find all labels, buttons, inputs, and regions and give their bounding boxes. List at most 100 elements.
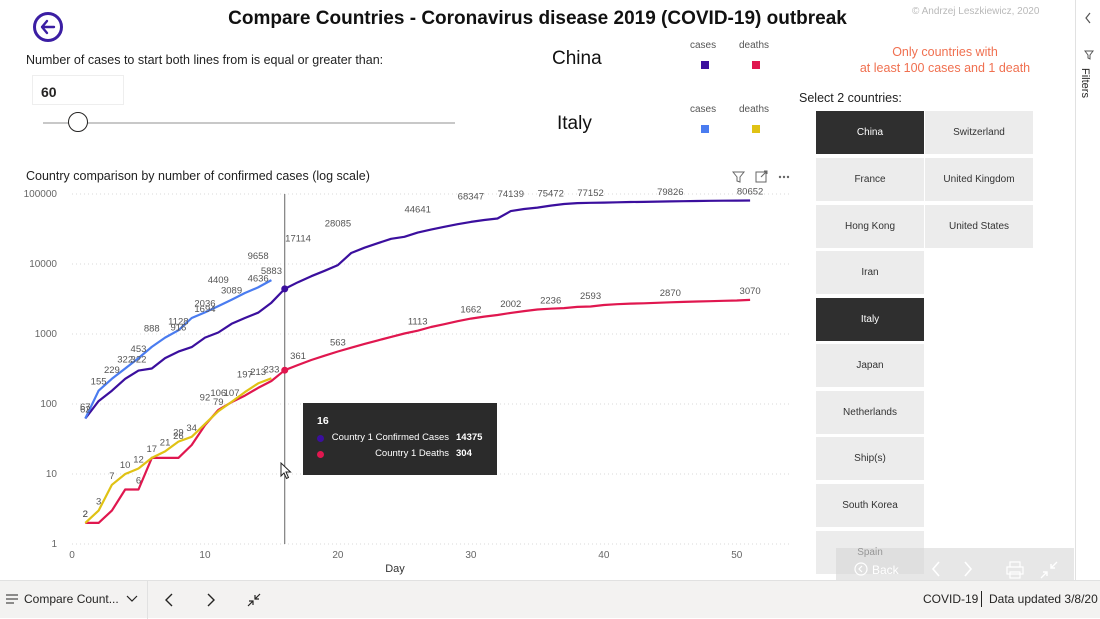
- data-label: 1694: [194, 304, 215, 315]
- x-tick-label: 30: [465, 550, 477, 561]
- data-label: 17: [146, 444, 157, 455]
- country1-deaths-swatch: [752, 61, 760, 69]
- tooltip-row2-value: 304: [456, 448, 472, 459]
- country1-cases-label: cases: [690, 40, 717, 51]
- arrow-left-icon: [40, 19, 56, 35]
- slicer-item-hong-kong[interactable]: Hong Kong: [816, 205, 924, 248]
- data-label: 107: [224, 388, 240, 399]
- back-label[interactable]: Back: [872, 563, 899, 577]
- series-line-0[interactable]: [84, 199, 751, 420]
- data-label: 2036: [194, 298, 215, 309]
- more-options-icon[interactable]: [778, 175, 790, 179]
- data-label: 322: [131, 354, 147, 365]
- threshold-slider-track[interactable]: [43, 122, 455, 124]
- chart-tooltip: 16 Country 1 Confirmed Cases 14375 Count…: [303, 403, 497, 475]
- slicer-item-iran[interactable]: Iran: [816, 251, 924, 294]
- data-label: 26: [173, 431, 184, 442]
- y-tick-label: 10: [46, 469, 58, 480]
- hamburger-icon[interactable]: [6, 594, 18, 604]
- focus-mode-icon[interactable]: [755, 170, 768, 183]
- visual-header-icons: [731, 170, 802, 187]
- country2-cases-swatch: [701, 125, 709, 133]
- data-label: 888: [144, 324, 160, 335]
- tooltip-row1-value: 14375: [456, 432, 483, 443]
- data-label: 2870: [660, 288, 681, 299]
- exit-fullscreen-icon[interactable]: [1040, 561, 1058, 582]
- x-axis-label: Day: [385, 563, 405, 575]
- y-tick-label: 10000: [29, 259, 57, 270]
- previous-page-button-icon[interactable]: [164, 592, 174, 608]
- data-label: 10: [120, 460, 131, 471]
- data-label: 79826: [657, 187, 683, 198]
- data-label: 3: [96, 497, 101, 508]
- y-tick-label: 100000: [24, 189, 58, 200]
- data-label: 563: [330, 337, 346, 348]
- slicer-item-italy[interactable]: Italy: [816, 298, 924, 341]
- data-label: 4409: [208, 275, 229, 286]
- x-tick-label: 10: [199, 550, 211, 561]
- data-label: 79: [213, 397, 224, 408]
- data-label: 2: [83, 509, 88, 520]
- slicer-item-united-states[interactable]: United States: [925, 205, 1033, 248]
- country2-deaths-label: deaths: [739, 104, 770, 115]
- data-label: 3070: [740, 286, 761, 297]
- print-icon[interactable]: [1006, 561, 1024, 582]
- hover-point: [281, 285, 289, 293]
- threshold-slider-thumb[interactable]: [68, 112, 89, 132]
- next-page-icon[interactable]: [962, 560, 974, 581]
- data-label: 2: [83, 509, 88, 520]
- data-label: 233: [264, 364, 280, 375]
- country2-cases-label: cases: [690, 104, 717, 115]
- data-label: 3089: [221, 286, 242, 297]
- slicer-item-ships[interactable]: Ship(s): [816, 437, 924, 480]
- page-selector[interactable]: Compare Count...: [24, 592, 119, 606]
- data-label: 17114: [285, 234, 311, 245]
- threshold-value-box[interactable]: 60: [32, 75, 124, 105]
- report-name: COVID-19: [923, 592, 979, 606]
- slicer-item-switzerland[interactable]: Switzerland: [925, 111, 1033, 154]
- data-label: 80652: [737, 187, 763, 198]
- data-label: 34: [186, 423, 197, 434]
- slicer-item-netherlands[interactable]: Netherlands: [816, 391, 924, 434]
- data-label: 67: [80, 402, 91, 413]
- filter-icon[interactable]: [731, 171, 746, 183]
- data-label: 916: [170, 323, 186, 334]
- chevron-down-icon[interactable]: [126, 595, 138, 603]
- series-line-1[interactable]: [85, 298, 751, 524]
- collapse-chevron-icon[interactable]: [1084, 12, 1092, 24]
- data-updated-text: Data updated 3/8/20: [989, 592, 1098, 606]
- back-circle-icon[interactable]: [854, 562, 868, 579]
- data-label: 7: [109, 471, 114, 482]
- tooltip-cases-dot: [317, 435, 324, 442]
- back-arrow-button[interactable]: [33, 12, 63, 42]
- data-label: 62: [80, 405, 91, 416]
- y-tick-label: 1: [51, 539, 57, 550]
- data-label: 361: [290, 351, 306, 362]
- x-tick-label: 20: [332, 550, 344, 561]
- next-page-button-icon[interactable]: [206, 592, 216, 608]
- x-tick-label: 50: [731, 550, 743, 561]
- previous-page-icon[interactable]: [930, 560, 942, 581]
- series-line-2[interactable]: [84, 279, 272, 419]
- mouse-cursor-icon: [280, 462, 292, 480]
- slicer-item-china[interactable]: China: [816, 111, 924, 154]
- chart-title: Country comparison by number of confirme…: [26, 169, 370, 183]
- y-tick-label: 1000: [35, 329, 58, 340]
- country2-name: Italy: [557, 113, 592, 134]
- report-canvas: Compare Countries - Coronavirus disease …: [0, 6, 1074, 594]
- filters-label[interactable]: Filters: [1079, 68, 1091, 98]
- slicer-item-japan[interactable]: Japan: [816, 344, 924, 387]
- slicer-item-united-kingdom[interactable]: United Kingdom: [925, 158, 1033, 201]
- slicer-item-south-korea[interactable]: South Korea: [816, 484, 924, 527]
- data-label: 21: [160, 437, 171, 448]
- x-tick-label: 40: [598, 550, 610, 561]
- tooltip-day: 16: [317, 415, 329, 427]
- slicer-item-france[interactable]: France: [816, 158, 924, 201]
- filters-pane[interactable]: [1075, 0, 1100, 580]
- data-label: 68347: [458, 192, 484, 203]
- fit-to-page-icon[interactable]: [247, 593, 261, 607]
- series-line-3[interactable]: [84, 377, 272, 524]
- country1-name: China: [552, 48, 602, 69]
- country-slicer-label: Select 2 countries:: [799, 91, 902, 105]
